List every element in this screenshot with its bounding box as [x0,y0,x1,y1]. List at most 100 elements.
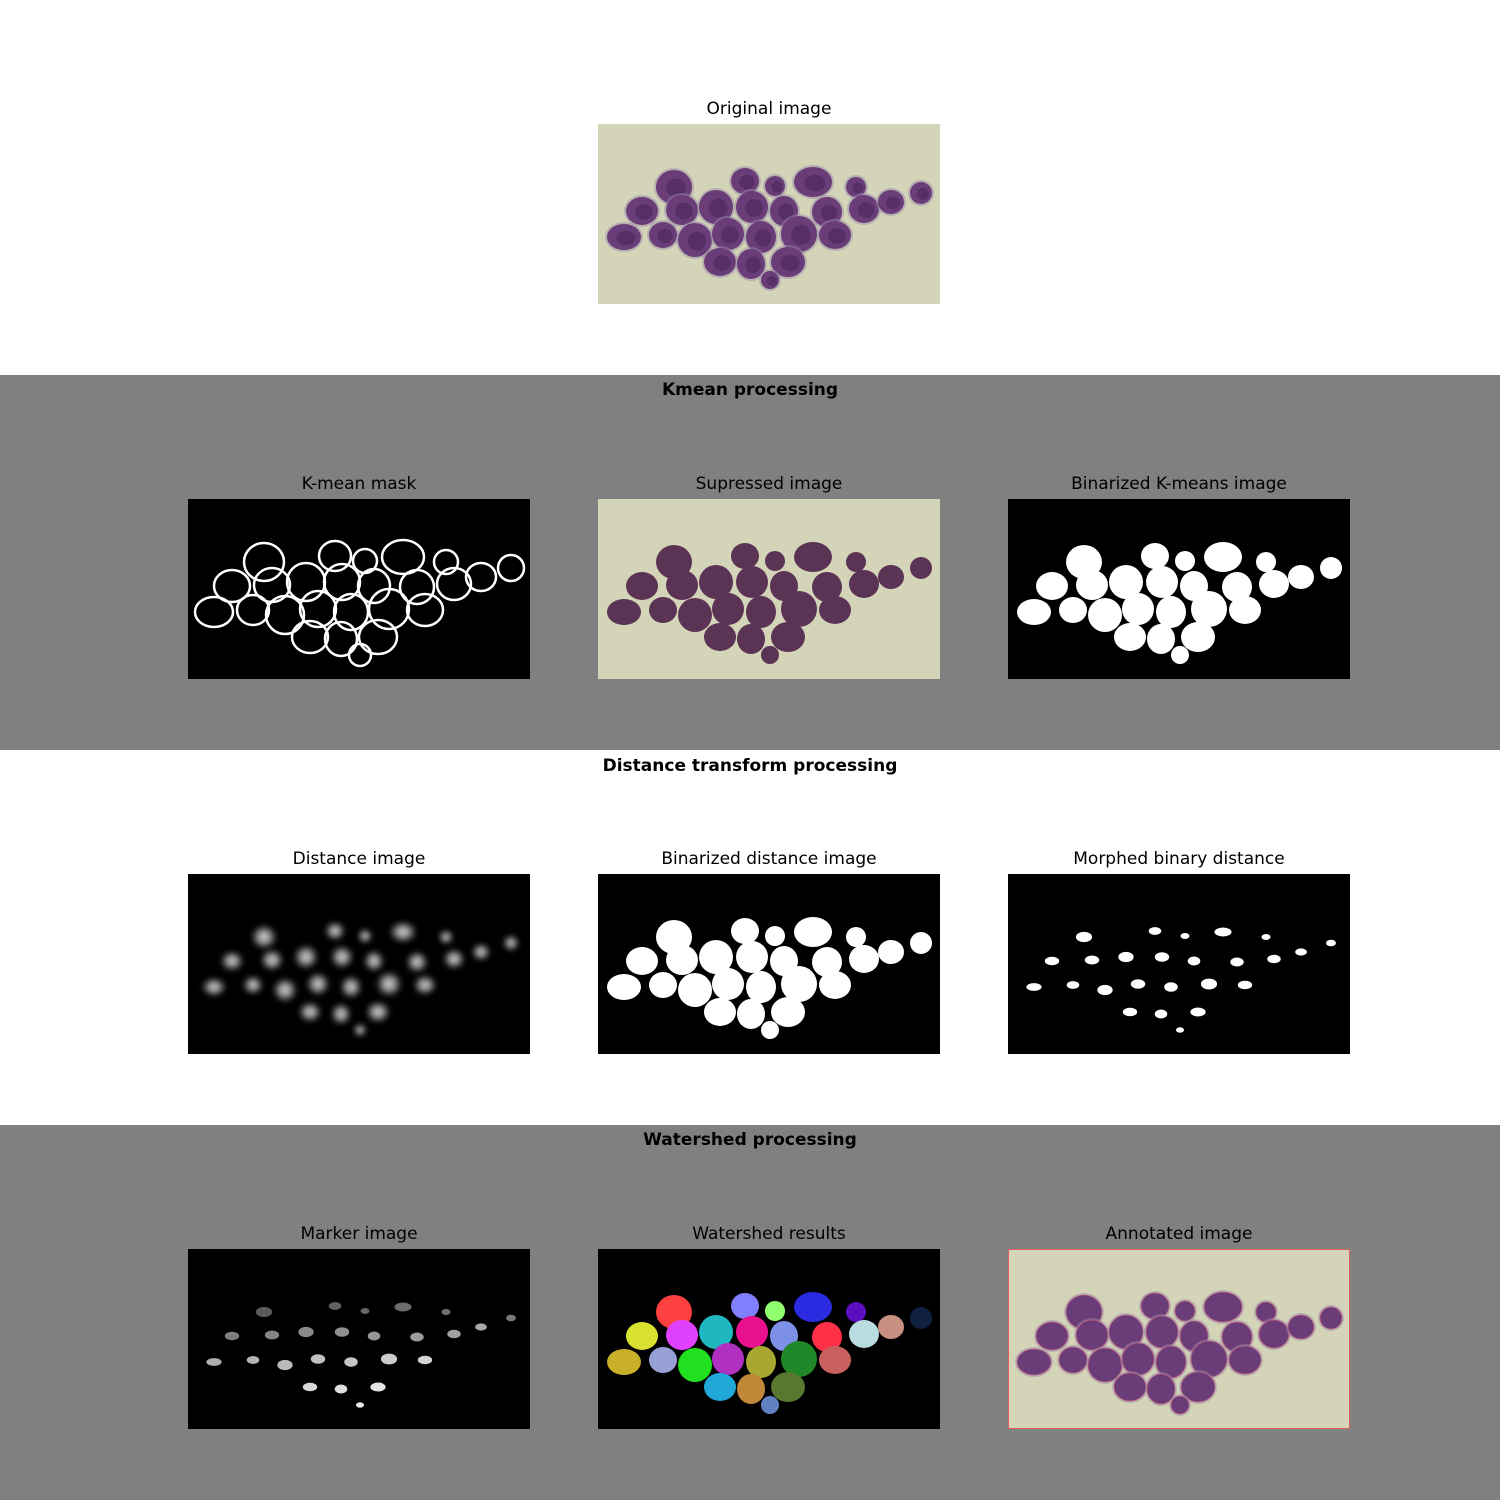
watershed-region [737,1374,765,1404]
cell [649,972,677,998]
marker-label [246,1356,260,1364]
cell [1017,599,1051,625]
cell-outline [298,589,338,629]
binarized-distance-title: Binarized distance image [661,849,877,869]
cell [1320,557,1342,579]
cell [699,565,733,599]
marker-image-title: Marker image [300,1224,418,1244]
cell [1114,623,1146,651]
cell [736,566,768,598]
cell-nucleus [687,231,707,251]
cell [1180,1371,1216,1403]
cell-nucleus [771,181,783,193]
kmean-mask-title: K-mean mask [301,474,417,494]
distance-peak [200,976,228,998]
cell [1113,1372,1147,1402]
cell-nucleus [916,187,930,201]
marker-blob [1130,979,1146,989]
cell-outline [323,620,359,658]
cell [761,646,779,664]
cell [1203,1291,1243,1323]
cell [1228,1345,1262,1375]
marker-blob [1164,982,1178,992]
marker-blob [1175,1027,1185,1033]
watershed-region [704,1373,736,1401]
distance-peak [305,971,331,997]
cell [1256,552,1276,572]
cell-outline [356,567,392,605]
cell [1059,597,1087,623]
distance-peak [241,974,265,996]
distance-peak [387,920,419,944]
distance-peak [329,1002,353,1026]
cell [1146,1373,1176,1405]
marker-label [441,1309,451,1315]
cell [1171,646,1189,664]
cell [794,542,832,572]
marker-blob [1237,980,1253,990]
cell-nucleus [745,199,763,217]
cell [607,599,641,625]
cell [910,932,932,954]
marker-label [360,1308,370,1314]
original-image-title: Original image [706,99,832,119]
watershed-region [712,1343,744,1375]
cell [781,591,817,627]
cell-outline [380,538,426,576]
watershed-region [812,1322,842,1352]
marker-label [394,1302,412,1312]
morphed-binary-distance-panel [1008,874,1350,1054]
marker-label [344,1357,358,1367]
marker-blob [1154,1009,1168,1019]
marker-label [264,1330,280,1340]
cell [819,971,851,999]
cell [1146,566,1178,598]
marker-label [206,1358,222,1366]
cell-outline [464,561,498,593]
watershed-region [781,1341,817,1377]
watershed-region [666,1320,698,1350]
marker-label [328,1302,342,1310]
cell-outline [317,539,353,573]
cell [1288,565,1314,589]
cell-nucleus [616,230,636,246]
cell-nucleus [675,202,693,220]
cell [1058,1346,1088,1374]
marker-blob [1200,978,1218,990]
cell [1141,543,1169,569]
watershed-region [846,1302,866,1322]
annotated-image-title: Annotated image [1105,1224,1253,1244]
marker-blob [1148,927,1162,935]
cell [878,940,904,964]
cell-outline [435,566,473,602]
distance-peak [249,923,279,951]
distance-image-title: Distance image [292,849,426,869]
cell-outline [405,592,445,628]
watershed-region [819,1346,851,1374]
distance-peak [323,920,347,942]
cell-nucleus [745,256,761,274]
cell-outline [212,568,252,604]
cell [666,570,698,600]
cell [699,940,733,974]
cell [731,918,759,944]
cell-nucleus [820,204,838,222]
watershed-region [731,1293,759,1319]
marker-label [334,1327,350,1337]
cell [712,968,744,1000]
cell-nucleus [767,276,777,286]
cell [737,999,765,1029]
marker-blob [1180,933,1190,939]
marker-label [355,1402,365,1408]
marker-blob [1326,939,1336,947]
distance-peak [438,929,454,945]
cell-outline [347,642,373,668]
cell [1259,570,1289,598]
cell [1204,542,1242,572]
cell-outline [496,553,526,583]
distance-peak [352,1022,368,1038]
distance-peak [374,969,404,999]
marker-label [410,1332,424,1342]
marker-blob [1295,948,1307,956]
distance-peak [339,974,363,1000]
